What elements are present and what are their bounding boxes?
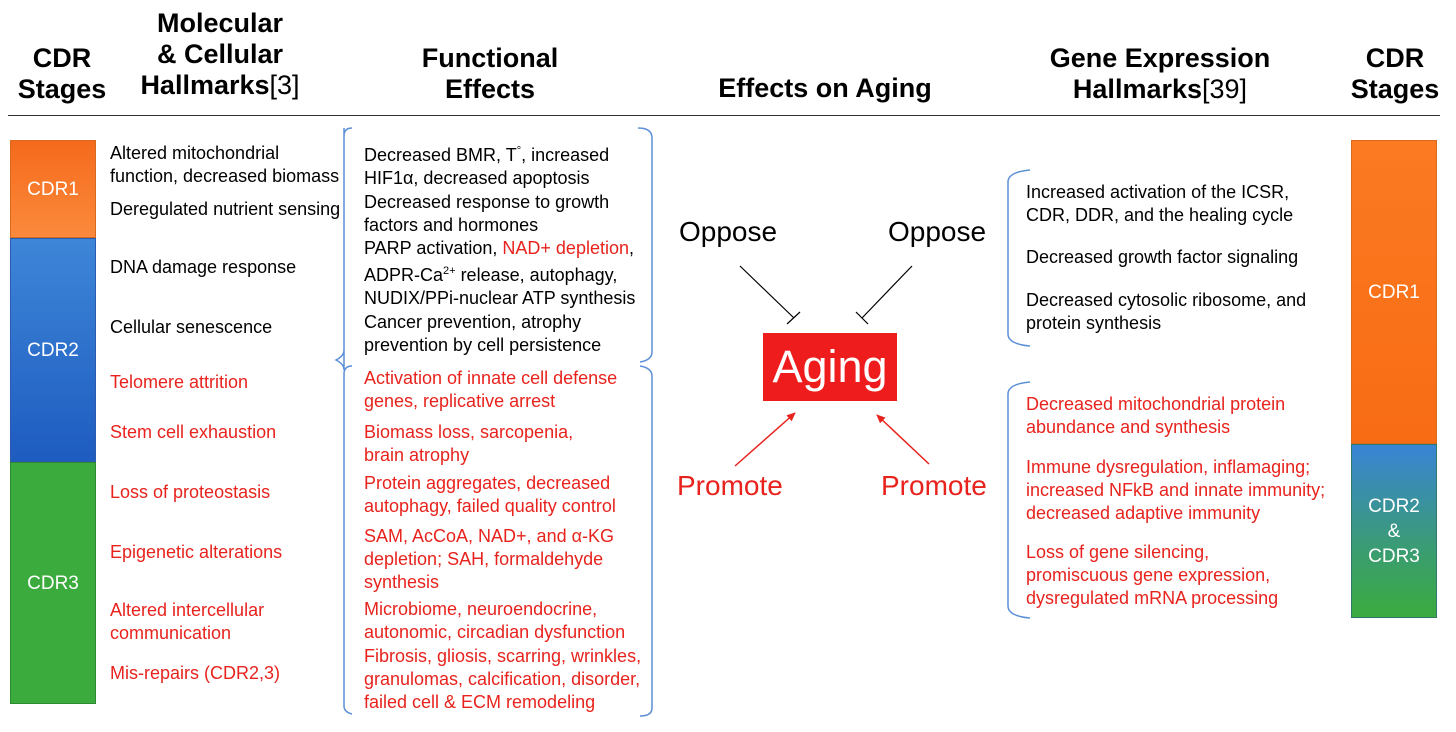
- hallmark-epigenetic: Epigenetic alterations: [110, 542, 283, 562]
- promote-right-arrow: [876, 414, 930, 465]
- functional-adpr-sup: 2+: [443, 265, 456, 277]
- hallmark-senescence: Cellular senescence: [110, 317, 273, 337]
- bracket-functional-left-top: [334, 127, 353, 371]
- promote-left-arrow: [734, 412, 796, 467]
- header-divider: [8, 115, 1440, 116]
- effects-on-aging-header: Effects on Aging: [718, 73, 932, 103]
- promote-right-label: Promote: [881, 470, 987, 501]
- cdr-stages-right-header: CDR Stages: [1350, 43, 1440, 104]
- functional-microbiome: Microbiome, neuroendocrine, autonomic, c…: [364, 599, 626, 642]
- hallmark-proteostasis: Loss of proteostasis: [110, 482, 271, 502]
- functional-effects-header: Functional Effects: [421, 43, 559, 104]
- functional-protein-aggregates: Protein aggregates, decreased autophagy,…: [364, 473, 616, 516]
- molecular-hallmarks-header: Molecular & Cellular Hallmarks[3]: [120, 8, 320, 101]
- bracket-gene-top: [1007, 169, 1031, 347]
- bracket-functional-left-bottom: [343, 365, 353, 715]
- hallmark-mitochondrial: Altered mitochondrial function, decrease…: [110, 143, 340, 186]
- gene-growth-factor: Decreased growth factor signaling: [1026, 247, 1299, 267]
- right-bar-cdr2-cdr3: CDR2 & CDR3: [1351, 444, 1437, 618]
- left-bar-cdr2: CDR2: [10, 238, 96, 462]
- functional-adpr-text: ADPR-Ca: [364, 265, 444, 285]
- left-bar-cdr3: CDR3: [10, 462, 96, 704]
- gene-silencing-loss: Loss of gene silencing, promiscuous gene…: [1026, 542, 1279, 608]
- functional-parp-comma: ,: [629, 238, 635, 258]
- cdr-stages-left-header: CDR Stages: [17, 43, 107, 104]
- oppose-right-label: Oppose: [888, 216, 987, 247]
- functional-bmr-text: Decreased BMR, T: [364, 145, 517, 165]
- functional-bmr: Decreased BMR, T°, increased HIF1α, decr…: [364, 140, 609, 190]
- functional-apoptosis-text: , decreased apoptosis: [413, 168, 590, 188]
- gene-immune-dysregulation: Immune dysregulation, inflamaging; incre…: [1026, 457, 1326, 523]
- gene-mitochondrial-protein: Decreased mitochondrial protein abundanc…: [1026, 394, 1286, 437]
- molecular-hallmarks-ref: [3]: [269, 70, 300, 100]
- hallmark-stem-cell: Stem cell exhaustion: [110, 422, 277, 442]
- hallmark-intercellular: Altered intercellular communication: [110, 600, 265, 643]
- functional-sam-depletion: SAM, AcCoA, NAD+, and α-KG depletion; SA…: [364, 526, 614, 592]
- hallmark-telomere: Telomere attrition: [110, 372, 249, 392]
- oppose-left-label: Oppose: [679, 216, 778, 247]
- functional-bmr-text-b: , increased: [521, 145, 610, 165]
- functional-fibrosis: Fibrosis, gliosis, scarring, wrinkles, g…: [364, 646, 642, 712]
- oppose-left-tbar: [786, 311, 801, 325]
- gene-ribosome: Decreased cytosolic ribosome, and protei…: [1026, 290, 1307, 333]
- bracket-functional-right-top: [637, 127, 653, 363]
- hallmark-dna-damage: DNA damage response: [110, 257, 297, 277]
- oppose-right-tbar: [855, 311, 869, 325]
- functional-parp-text: PARP activation,: [364, 238, 503, 258]
- gene-expression-ref: [39]: [1202, 74, 1248, 104]
- functional-adpr-release: release, autophagy,: [455, 265, 618, 285]
- aging-box: Aging: [763, 333, 897, 401]
- functional-cancer-prevention: Cancer prevention, atrophy prevention by…: [364, 312, 602, 355]
- functional-hif-text: HIF1: [364, 168, 404, 188]
- gene-icsr-activation: Increased activation of the ICSR, CDR, D…: [1026, 182, 1294, 225]
- bracket-gene-bottom: [1007, 381, 1031, 619]
- functional-growth-factors: Decreased response to growth factors and…: [364, 192, 610, 235]
- functional-innate-defense: Activation of innate cell defense genes,…: [364, 368, 618, 411]
- gene-expression-title: Gene Expression Hallmarks: [1049, 43, 1271, 104]
- functional-biomass-loss: Biomass loss, sarcopenia, brain atrophy: [364, 422, 574, 465]
- hallmark-nutrient-sensing: Deregulated nutrient sensing: [110, 199, 341, 219]
- left-bar-cdr1: CDR1: [10, 140, 96, 238]
- oppose-right-line: [861, 265, 913, 319]
- functional-nad-depletion: NAD+ depletion: [502, 238, 629, 258]
- right-bar-cdr1: CDR1: [1351, 140, 1437, 444]
- gene-expression-header: Gene Expression Hallmarks[39]: [1030, 43, 1290, 105]
- promote-left-label: Promote: [677, 470, 783, 501]
- hallmark-misrepairs: Mis-repairs (CDR2,3): [110, 663, 281, 683]
- functional-nudix: NUDIX/PPi-nuclear ATP synthesis: [364, 288, 636, 308]
- bracket-functional-right-bottom: [639, 365, 653, 717]
- functional-hif-alpha: α: [403, 168, 414, 188]
- molecular-hallmarks-title: Molecular & Cellular Hallmarks: [140, 8, 284, 100]
- functional-parp: PARP activation, NAD+ depletion, ADPR-Ca…: [364, 237, 635, 310]
- oppose-left-line: [739, 265, 795, 319]
- functional-bmr-degree: °: [516, 145, 522, 157]
